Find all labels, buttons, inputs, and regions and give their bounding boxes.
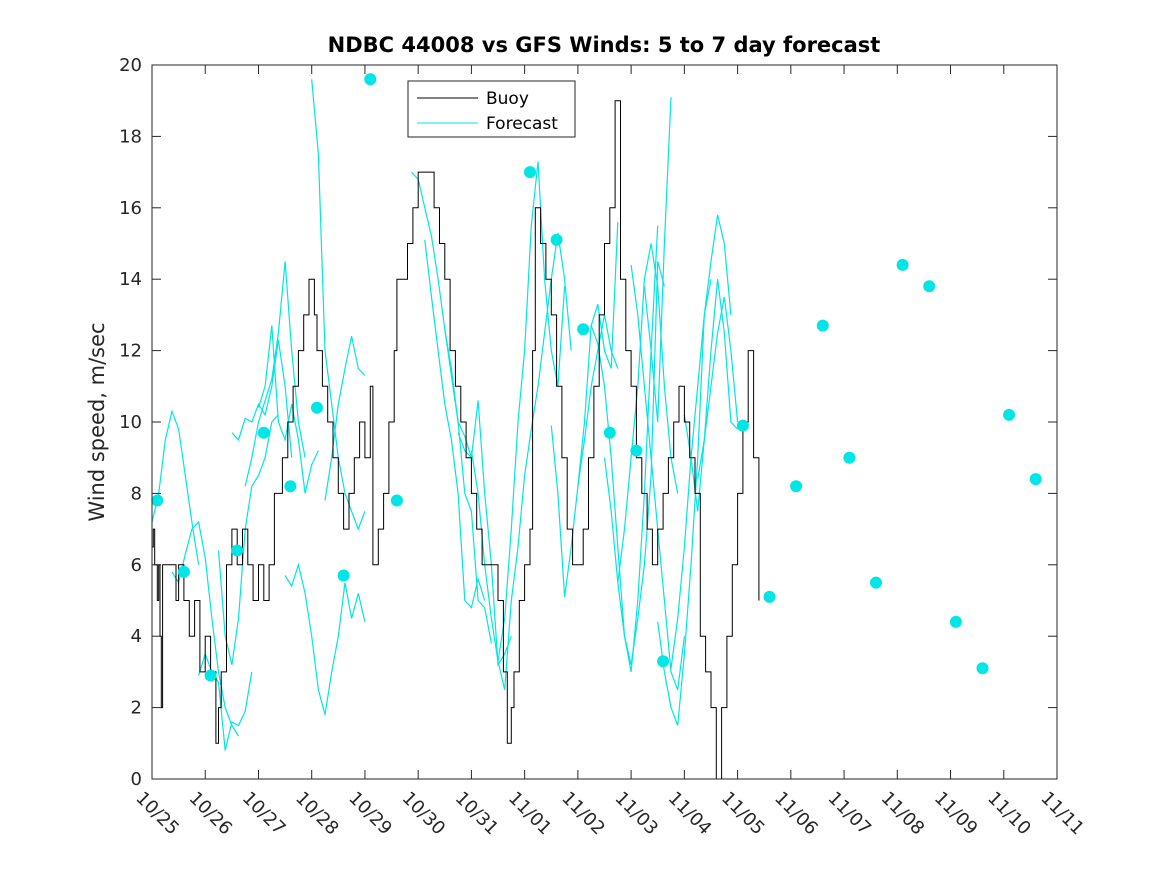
forecast-marker-10 xyxy=(524,166,536,179)
forecast-marker-5 xyxy=(284,480,297,493)
forecast-marker-3 xyxy=(231,544,244,557)
forecast-marker-9 xyxy=(390,494,403,507)
y-tick-label-4: 4 xyxy=(131,626,142,647)
forecast-line-7 xyxy=(284,562,366,715)
forecast-marker-20 xyxy=(843,451,856,464)
buoy-series-group xyxy=(152,100,760,780)
forecast-marker-17 xyxy=(763,590,776,603)
forecast-line-12 xyxy=(444,329,492,644)
forecast-marker-24 xyxy=(949,615,962,628)
forecast-marker-1 xyxy=(177,565,190,578)
plot-area xyxy=(152,65,1057,779)
y-tick-label-16: 16 xyxy=(119,198,142,219)
forecast-line-15 xyxy=(497,161,566,662)
forecast-marker-0 xyxy=(151,494,164,507)
forecast-marker-2 xyxy=(204,669,217,682)
forecast-marker-16 xyxy=(736,419,749,432)
forecast-line-11 xyxy=(424,239,486,609)
forecast-marker-19 xyxy=(816,319,829,332)
forecast-line-18 xyxy=(577,314,619,487)
y-tick-label-2: 2 xyxy=(131,698,142,719)
forecast-marker-18 xyxy=(790,480,803,493)
forecast-marker-25 xyxy=(976,662,989,675)
forecast-line-25 xyxy=(670,214,732,669)
forecast-line-19 xyxy=(590,261,665,665)
forecast-line-13 xyxy=(457,400,512,667)
forecast-line-21 xyxy=(617,243,679,583)
forecast-marker-23 xyxy=(923,280,936,293)
forecast-marker-26 xyxy=(1003,408,1016,421)
forecast-line-9 xyxy=(324,336,366,501)
y-tick-label-14: 14 xyxy=(119,269,142,290)
forecast-line-27 xyxy=(697,296,739,480)
forecast-line-23 xyxy=(643,97,672,423)
forecast-marker-6 xyxy=(311,401,323,414)
forecast-line-24 xyxy=(657,279,712,726)
forecast-marker-27 xyxy=(1029,473,1042,486)
y-tick-label-18: 18 xyxy=(119,126,142,147)
y-tick-label-0: 0 xyxy=(131,769,142,790)
buoy-line xyxy=(152,100,760,780)
forecast-line-1 xyxy=(171,520,240,737)
legend-box xyxy=(407,80,576,138)
forecast-marker-8 xyxy=(364,73,377,86)
forecast-line-20 xyxy=(603,225,659,673)
forecast-marker-group xyxy=(151,73,1042,682)
legend-buoy-label: Buoy xyxy=(486,89,529,109)
chart-title: NDBC 44008 vs GFS Winds: 5 to 7 day fore… xyxy=(328,33,881,57)
y-axis-label: Wind speed, m/sec xyxy=(85,322,109,521)
forecast-line-0 xyxy=(151,409,200,565)
y-axis-ticks: 0 2 4 6 8 10 12 14 16 18 20 xyxy=(119,55,1057,790)
forecast-marker-15 xyxy=(657,655,670,668)
forecast-marker-21 xyxy=(870,576,882,589)
y-tick-label-12: 12 xyxy=(119,341,142,362)
legend-forecast-label: Forecast xyxy=(486,114,558,134)
forecast-marker-13 xyxy=(603,426,616,439)
forecast-line-3 xyxy=(217,414,279,665)
forecast-marker-11 xyxy=(550,233,563,246)
y-tick-label-8: 8 xyxy=(131,483,142,504)
forecast-marker-7 xyxy=(337,569,350,582)
forecast-line-17 xyxy=(550,222,619,597)
forecast-line-10 xyxy=(411,171,472,458)
forecast-marker-14 xyxy=(630,444,643,457)
forecast-marker-12 xyxy=(577,323,590,336)
y-tick-label-10: 10 xyxy=(119,412,142,433)
forecast-marker-22 xyxy=(896,258,909,271)
y-tick-label-6: 6 xyxy=(131,555,142,576)
legend: Buoy Forecast xyxy=(407,80,576,138)
y-tick-label-20: 20 xyxy=(119,55,142,76)
forecast-line-26 xyxy=(683,279,739,512)
forecast-line-2 xyxy=(198,652,253,751)
forecast-marker-4 xyxy=(257,426,270,439)
